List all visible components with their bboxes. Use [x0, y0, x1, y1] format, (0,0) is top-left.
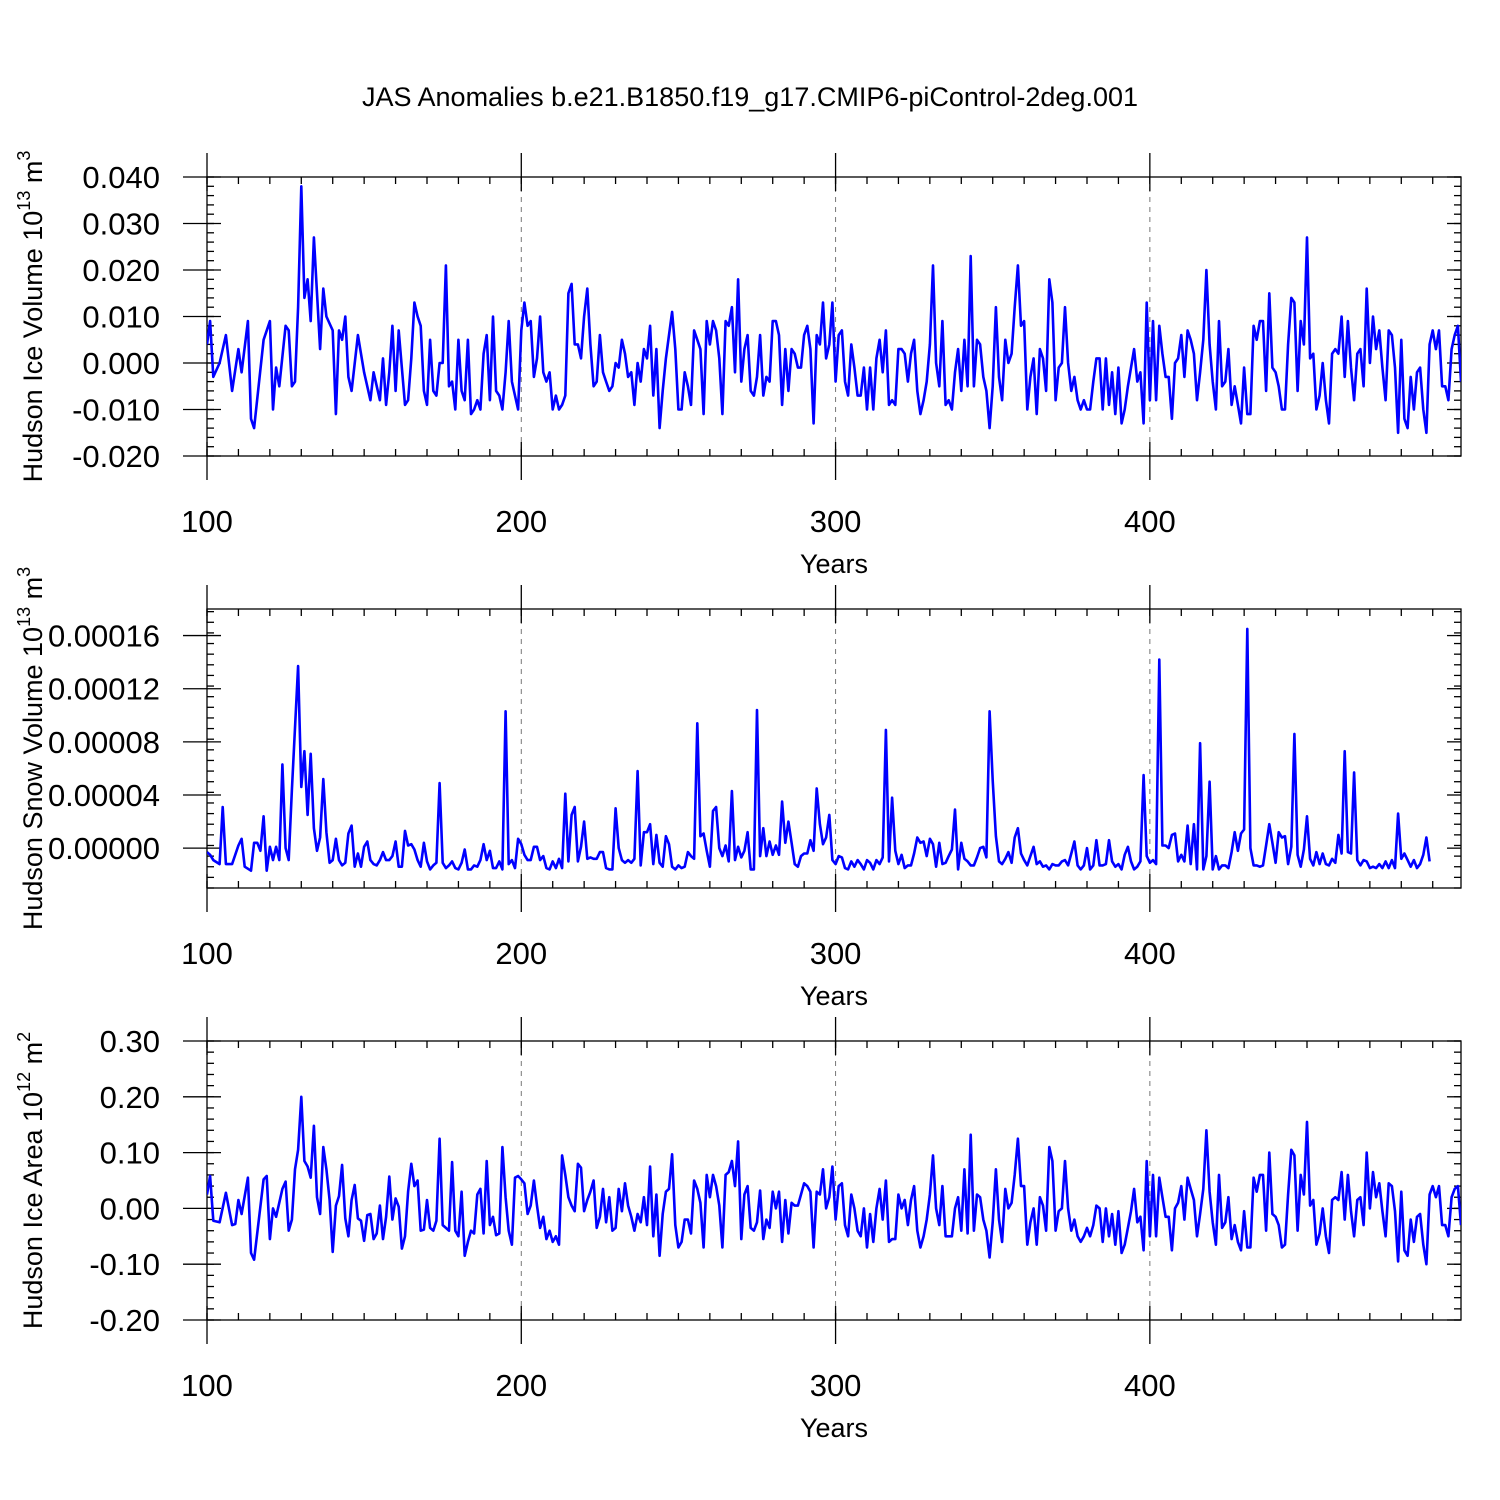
x-axis-title: Years	[800, 981, 868, 1011]
x-tick-label-300: 300	[810, 1368, 862, 1403]
x-tick-label-400: 400	[1124, 936, 1176, 971]
series-line	[207, 1095, 1461, 1266]
x-tick-label-300: 300	[810, 936, 862, 971]
y-axis-title-ylabel-unit-exp: 3	[14, 567, 34, 577]
y-axis-title-ylabel: Hudson Ice Area 10	[18, 1092, 48, 1329]
x-tick-label-300: 300	[810, 504, 862, 539]
y-axis-title-ylabel-exp: 12	[14, 1072, 34, 1092]
x-tick-label-200: 200	[495, 504, 547, 539]
panel-3: 100 200 300 400 -0.20 -0.10 0.00 0.10 0.20 0.30 Ye…	[14, 1017, 1462, 1443]
y-axis-title: Hudson Ice Volume 1013 m3	[14, 151, 48, 483]
y-tick-label: -0.10	[89, 1247, 160, 1282]
series-line	[207, 627, 1431, 873]
x-axis-title: Years	[800, 549, 868, 579]
y-tick-label: 0.00012	[48, 672, 160, 707]
y-axis-title-ylabel-exp: 13	[14, 607, 34, 627]
y-axis-title-ylabel-unit: m	[18, 1042, 48, 1072]
y-axis-title-ylabel: Hudson Snow Volume 10	[18, 627, 48, 930]
panels: 100 200 300 400 -0.020 -0.010 0.000 0.010 0.020 0…	[14, 151, 1462, 1443]
y-tick-label: 0.00004	[48, 778, 160, 813]
x-tick-label-100: 100	[181, 936, 233, 971]
y-tick-label: 0.030	[82, 207, 160, 242]
y-tick-label: 0.10	[100, 1136, 160, 1171]
y-axis-title-ylabel-unit-exp: 2	[14, 1032, 34, 1042]
x-tick-label-100: 100	[181, 1368, 233, 1403]
x-tick-label-200: 200	[495, 936, 547, 971]
y-tick-label: 0.30	[100, 1024, 160, 1059]
y-tick-label: 0.010	[82, 300, 160, 335]
y-tick-label: -0.020	[72, 439, 160, 474]
y-tick-label: 0.040	[82, 160, 160, 195]
chart-title: JAS Anomalies b.e21.B1850.f19_g17.CMIP6-…	[362, 82, 1138, 112]
panel-1: 100 200 300 400 -0.020 -0.010 0.000 0.010 0.020 0…	[14, 151, 1462, 579]
y-axis-title: Hudson Ice Area 1012 m2	[14, 1032, 48, 1329]
y-tick-label: -0.010	[72, 393, 160, 428]
y-tick-label: 0.20	[100, 1080, 160, 1115]
y-axis-title-ylabel: Hudson Ice Volume 10	[18, 211, 48, 483]
y-tick-label: 0.00008	[48, 725, 160, 760]
y-tick-label: 0.00	[100, 1191, 160, 1226]
y-axis-title-ylabel-unit: m	[18, 161, 48, 191]
y-tick-label: 0.00000	[48, 831, 160, 866]
y-tick-label: 0.020	[82, 253, 160, 288]
x-tick-label-400: 400	[1124, 504, 1176, 539]
plot-frame	[206, 608, 1462, 889]
x-tick-label-400: 400	[1124, 1368, 1176, 1403]
y-tick-label: 0.000	[82, 346, 160, 381]
y-axis-title-ylabel-unit-exp: 3	[14, 151, 34, 161]
y-tick-label: 0.00016	[48, 619, 160, 654]
y-axis-title-ylabel-exp: 13	[14, 191, 34, 211]
series-line	[207, 185, 1461, 435]
plot-frame	[206, 176, 1462, 457]
x-axis-title: Years	[800, 1413, 868, 1443]
y-tick-label: -0.20	[89, 1303, 160, 1338]
plot-frame	[206, 1040, 1462, 1321]
y-axis-title-ylabel-unit: m	[18, 577, 48, 607]
y-axis-title: Hudson Snow Volume 1013 m3	[14, 567, 48, 930]
panel-2: 100 200 300 400 0.00000 0.00004 0.00008 0.00012…	[14, 567, 1462, 1011]
x-tick-label-100: 100	[181, 504, 233, 539]
x-tick-label-200: 200	[495, 1368, 547, 1403]
